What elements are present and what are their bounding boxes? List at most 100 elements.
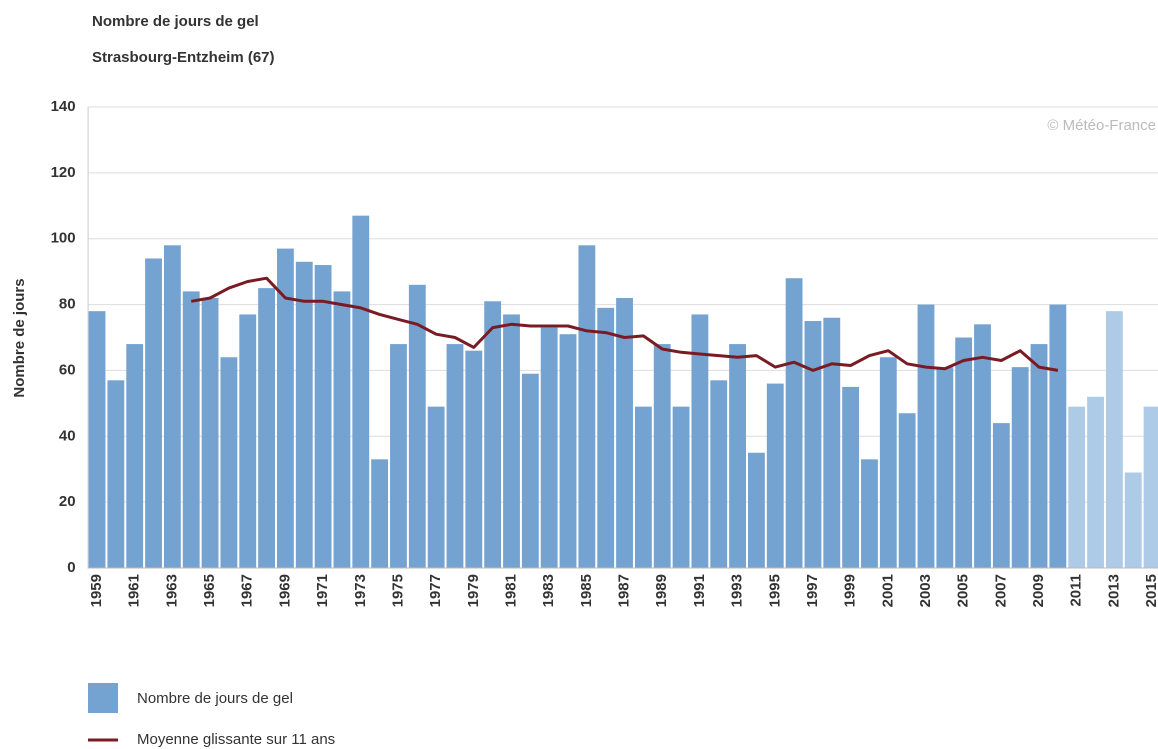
bar bbox=[766, 383, 784, 568]
bar bbox=[559, 334, 577, 568]
bar bbox=[484, 301, 502, 568]
bar bbox=[578, 245, 596, 569]
x-tick-label: 1975 bbox=[389, 574, 406, 607]
x-tick-label: 2015 bbox=[1143, 574, 1158, 607]
bar bbox=[1105, 311, 1123, 568]
x-tick-label: 2007 bbox=[992, 574, 1009, 607]
bar bbox=[1143, 406, 1158, 568]
bar bbox=[861, 459, 878, 568]
bar bbox=[823, 317, 841, 568]
y-tick-label: 20 bbox=[59, 493, 76, 510]
bar bbox=[804, 321, 822, 568]
bar bbox=[710, 380, 728, 568]
x-tick-label: 1979 bbox=[465, 574, 482, 607]
bar bbox=[917, 304, 935, 568]
bar bbox=[88, 311, 106, 568]
x-tick-label: 1973 bbox=[352, 574, 369, 607]
x-tick-label: 1985 bbox=[578, 574, 595, 607]
chart-subtitle: Strasbourg-Entzheim (67) bbox=[92, 49, 275, 66]
legend-label: Moyenne glissante sur 11 ans bbox=[137, 731, 335, 748]
x-tick-label: 1995 bbox=[766, 574, 783, 607]
bar bbox=[729, 344, 746, 568]
bar bbox=[465, 350, 483, 568]
bar bbox=[616, 297, 633, 568]
bar bbox=[277, 248, 294, 569]
x-tick-label: 2013 bbox=[1105, 574, 1122, 607]
bar bbox=[163, 245, 181, 569]
bar bbox=[1087, 396, 1104, 568]
y-tick-label: 0 bbox=[67, 559, 75, 576]
bar bbox=[220, 357, 238, 568]
bar bbox=[314, 265, 332, 568]
x-tick-label: 2005 bbox=[955, 574, 972, 607]
bar bbox=[597, 307, 615, 568]
bar bbox=[258, 288, 275, 568]
bar bbox=[672, 406, 690, 568]
bar bbox=[182, 291, 200, 568]
bar bbox=[503, 314, 520, 568]
x-tick-label: 2009 bbox=[1030, 574, 1047, 607]
x-tick-label: 1959 bbox=[88, 574, 105, 607]
y-tick-label: 60 bbox=[59, 361, 76, 378]
bar bbox=[898, 413, 916, 568]
y-tick-label: 80 bbox=[59, 296, 76, 313]
bar bbox=[1011, 367, 1029, 568]
x-tick-label: 1971 bbox=[314, 574, 331, 607]
x-tick-label: 1993 bbox=[729, 574, 746, 607]
bar bbox=[521, 373, 539, 568]
x-tick-label: 1967 bbox=[239, 574, 256, 607]
bar bbox=[936, 367, 954, 568]
bar bbox=[371, 459, 389, 568]
y-tick-label: 140 bbox=[51, 98, 76, 115]
x-tick-label: 1981 bbox=[502, 574, 519, 607]
bar bbox=[107, 380, 125, 568]
x-tick-label: 1977 bbox=[427, 574, 444, 607]
bar bbox=[691, 314, 709, 568]
x-tick-label: 1999 bbox=[842, 574, 859, 607]
x-tick-label: 2011 bbox=[1068, 574, 1085, 607]
credit: © Météo-France bbox=[1047, 117, 1156, 134]
chart-title: Nombre de jours de gel bbox=[92, 13, 259, 30]
bar bbox=[842, 386, 860, 568]
bar bbox=[1124, 472, 1142, 568]
bar bbox=[333, 291, 351, 568]
x-tick-label: 1983 bbox=[540, 574, 557, 607]
bar bbox=[653, 344, 671, 568]
y-tick-label: 120 bbox=[51, 164, 76, 181]
bar bbox=[992, 423, 1010, 568]
bar bbox=[879, 357, 897, 568]
x-tick-label: 1997 bbox=[804, 574, 821, 607]
bar bbox=[1049, 304, 1067, 568]
x-tick-label: 1965 bbox=[201, 574, 218, 607]
x-tick-label: 1987 bbox=[615, 574, 632, 607]
legend-swatch bbox=[88, 683, 118, 713]
bar bbox=[126, 344, 144, 568]
x-tick-label: 1989 bbox=[653, 574, 670, 607]
bar bbox=[446, 344, 464, 568]
bar bbox=[974, 324, 991, 568]
bar bbox=[1030, 344, 1048, 568]
bar bbox=[239, 314, 257, 568]
bar bbox=[427, 406, 445, 568]
bar bbox=[634, 406, 652, 568]
x-tick-label: 1961 bbox=[126, 574, 143, 607]
bar bbox=[540, 327, 558, 568]
bar bbox=[1068, 406, 1086, 568]
moving-average-line bbox=[190, 276, 1059, 372]
bar bbox=[785, 278, 803, 568]
x-tick-label: 2001 bbox=[879, 574, 896, 607]
bar bbox=[145, 258, 162, 568]
y-axis-label: Nombre de jours bbox=[11, 278, 28, 397]
x-tick-label: 2003 bbox=[917, 574, 934, 607]
bar bbox=[201, 297, 219, 568]
y-tick-label: 100 bbox=[51, 230, 76, 247]
legend-label: Nombre de jours de gel bbox=[137, 690, 293, 707]
x-tick-label: 1991 bbox=[691, 574, 708, 607]
bar bbox=[955, 337, 973, 568]
bar bbox=[390, 344, 407, 568]
bar bbox=[352, 215, 370, 568]
x-tick-label: 1969 bbox=[276, 574, 293, 607]
bar bbox=[748, 452, 765, 568]
